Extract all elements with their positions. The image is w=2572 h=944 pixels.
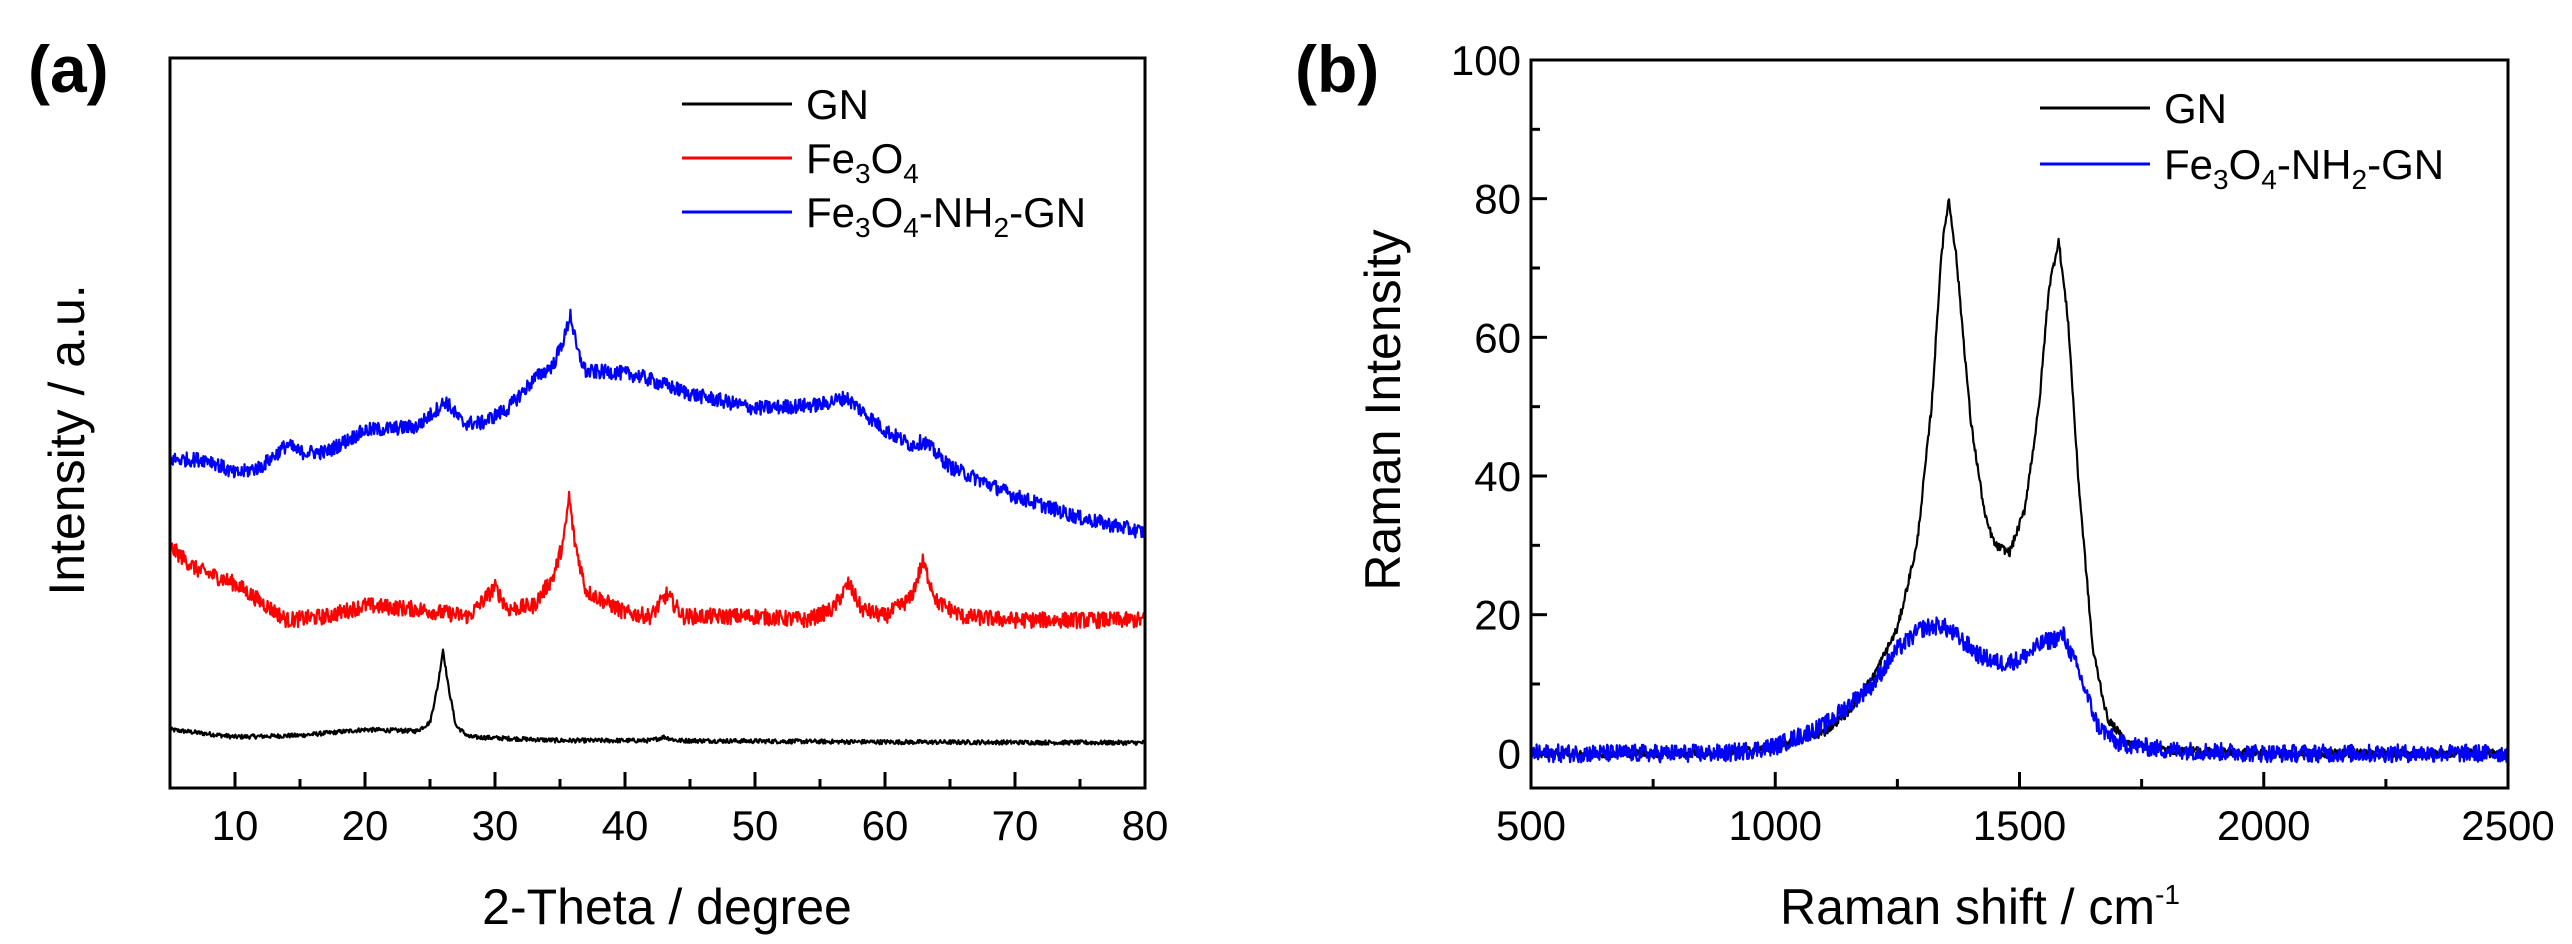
panel-b-legend: GN Fe3O4-NH2-GN [2040,85,2444,195]
legend-entry-gn: GN [806,81,869,128]
legend-text-part: GN [806,81,869,128]
legend-text-part: -GN [1009,189,1086,236]
legend-subscript: 4 [903,158,919,189]
y-tick-label: 40 [1474,453,1521,500]
x-tick-label: 2000 [2217,802,2310,849]
legend-entry-gn: GN [2164,85,2227,132]
panel-a-plot-frame [168,56,1147,790]
y-tick-label: 20 [1474,592,1521,639]
legend-text-part: O [2229,141,2262,188]
legend-entry-fe3o4-nh2-gn: Fe3O4-NH2-GN [2164,141,2444,195]
y-tick-label: 60 [1474,314,1521,361]
x-tick-label: 500 [1496,802,1566,849]
legend-subscript: 2 [994,212,1010,243]
legend-subscript: 3 [855,212,871,243]
x-tick-label: 1500 [1973,802,2066,849]
series-line-gn [1529,198,2509,759]
x-tick-label: 70 [992,802,1039,849]
legend-text-part: Fe [806,135,855,182]
legend-entry-fe3o4: Fe3O4 [806,135,919,189]
legend-text-part: O [871,189,904,236]
panel-b-x-axis-title-text: Raman shift / cm [1780,879,2155,935]
legend-subscript: 4 [2261,164,2277,195]
panel-b-label: (b) [1295,32,1379,106]
series-line-fe3o4-nh2-gn [169,308,1147,539]
series-line-gn [168,648,1146,746]
legend-entry-fe3o4-nh2-gn: Fe3O4-NH2-GN [806,189,1086,243]
legend-subscript: 4 [903,212,919,243]
series-line-fe3o4 [168,490,1147,630]
panel-a-label: (a) [28,32,109,106]
x-tick-label: 20 [342,802,389,849]
x-tick-label: 50 [732,802,779,849]
series-line-fe3o4-nh2-gn [1529,616,2510,764]
panel-a-xrd: (a) Intensity / a.u. 2-Theta / degree 10… [28,32,1168,935]
panel-b-y-axis-title: Raman Intensity [1355,229,1411,590]
legend-text-part: -GN [2367,141,2444,188]
panel-a-y-axis-title: Intensity / a.u. [39,284,95,595]
legend-subscript: 3 [2213,164,2229,195]
legend-text-part: -NH [2277,141,2352,188]
x-tick-label: 80 [1122,802,1169,849]
x-tick-label: 2500 [2461,802,2554,849]
legend-text-part: Fe [806,189,855,236]
panel-b-x-axis-title-superscript: -1 [2155,879,2180,910]
panel-b-plot-frame [1529,58,2510,790]
legend-text-part: O [871,135,904,182]
panel-b-raman: (b) Raman Intensity Raman shift / cm-1 5… [1295,32,2555,935]
legend-text-part: Fe [2164,141,2213,188]
legend-subscript: 3 [855,158,871,189]
legend-text-part: GN [2164,85,2227,132]
x-tick-label: 60 [862,802,909,849]
x-tick-label: 1000 [1729,802,1822,849]
y-tick-label: 100 [1451,37,1521,84]
legend-text-part: -NH [919,189,994,236]
legend-subscript: 2 [2352,164,2368,195]
y-tick-label: 0 [1498,730,1521,777]
x-tick-label: 40 [602,802,649,849]
panel-b-x-axis-title: Raman shift / cm-1 [1780,879,2180,935]
y-tick-label: 80 [1474,176,1521,223]
panel-a-x-axis-title: 2-Theta / degree [482,879,852,935]
x-tick-label: 30 [472,802,519,849]
x-tick-label: 10 [212,802,259,849]
